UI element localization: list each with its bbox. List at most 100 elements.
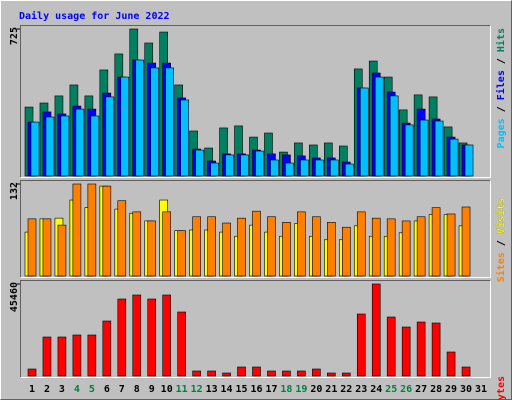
bar bbox=[267, 216, 276, 277]
bar bbox=[356, 313, 366, 377]
legend-separator: / bbox=[496, 234, 507, 252]
bar bbox=[150, 67, 160, 177]
x-tick-label: 18 bbox=[280, 384, 292, 395]
panel-bevel-light bbox=[20, 180, 491, 278]
bar bbox=[312, 368, 321, 377]
bar bbox=[371, 283, 381, 377]
bar bbox=[207, 370, 216, 377]
bar bbox=[120, 76, 130, 177]
x-tick-label: 20 bbox=[310, 384, 322, 395]
bar bbox=[327, 372, 336, 377]
bar bbox=[267, 370, 276, 377]
bar bbox=[60, 115, 70, 177]
bar bbox=[42, 218, 52, 277]
bar bbox=[75, 108, 85, 177]
x-tick-label: 31 bbox=[475, 384, 487, 395]
x-tick-label: 26 bbox=[400, 384, 412, 395]
x-tick-label: 25 bbox=[385, 384, 397, 395]
bar bbox=[359, 87, 369, 177]
bar bbox=[30, 121, 40, 177]
x-tick-label: 14 bbox=[221, 384, 233, 395]
bar bbox=[374, 76, 384, 177]
x-tick-label: 28 bbox=[430, 384, 442, 395]
bar bbox=[431, 322, 441, 377]
bar bbox=[327, 222, 336, 277]
y-tick-label: 132 bbox=[9, 182, 20, 200]
bar bbox=[252, 366, 261, 377]
bar bbox=[461, 366, 471, 377]
bar bbox=[117, 200, 127, 277]
x-tick-label: 11 bbox=[176, 384, 188, 395]
bar bbox=[315, 159, 324, 177]
x-tick-label: 12 bbox=[191, 384, 203, 395]
x-tick-label: 22 bbox=[340, 384, 352, 395]
x-tick-label: 24 bbox=[370, 384, 382, 395]
x-tick-label: 30 bbox=[460, 384, 472, 395]
bar bbox=[87, 183, 97, 277]
x-tick-label: 19 bbox=[295, 384, 307, 395]
x-tick-label: 1 bbox=[29, 384, 35, 395]
bar bbox=[282, 222, 291, 277]
bar bbox=[401, 220, 411, 277]
bar bbox=[371, 217, 381, 277]
bar bbox=[240, 154, 249, 177]
x-tick-label: 2 bbox=[44, 384, 50, 395]
x-tick-label: 5 bbox=[89, 384, 95, 395]
bar bbox=[102, 320, 112, 377]
bar bbox=[356, 211, 366, 277]
x-tick-label: 8 bbox=[134, 384, 140, 395]
bar bbox=[132, 294, 142, 377]
bar bbox=[147, 220, 157, 277]
bar bbox=[102, 185, 112, 277]
bar bbox=[416, 321, 426, 377]
bar bbox=[222, 222, 231, 277]
bar bbox=[344, 163, 354, 177]
x-tick-label: 10 bbox=[161, 384, 173, 395]
bar bbox=[464, 144, 474, 177]
bar bbox=[87, 334, 97, 377]
bar bbox=[237, 217, 246, 277]
bar bbox=[195, 149, 204, 177]
bar bbox=[449, 138, 459, 177]
bar bbox=[207, 216, 216, 277]
bar bbox=[461, 206, 471, 277]
bar bbox=[386, 218, 396, 277]
chart-title: Daily usage for June 2022 bbox=[19, 10, 170, 22]
bar bbox=[297, 211, 306, 277]
legend-entry: KBytes bbox=[496, 376, 507, 400]
bar bbox=[177, 230, 186, 277]
x-tick-label: 21 bbox=[325, 384, 337, 395]
bar bbox=[105, 96, 115, 177]
bar bbox=[165, 67, 174, 177]
legend: Sites / Visits bbox=[495, 198, 507, 282]
bar bbox=[330, 159, 339, 177]
bar bbox=[252, 210, 261, 277]
bar bbox=[285, 162, 294, 177]
bar bbox=[162, 211, 171, 277]
x-tick-label: 13 bbox=[206, 384, 218, 395]
bar bbox=[404, 124, 414, 177]
bar bbox=[135, 59, 145, 177]
x-tick-label: 27 bbox=[415, 384, 427, 395]
panel-bevel-light bbox=[20, 25, 491, 178]
bar bbox=[222, 372, 231, 377]
bar bbox=[416, 216, 426, 277]
bar bbox=[297, 370, 306, 377]
bar bbox=[225, 154, 234, 177]
legend-entry: Sites bbox=[495, 252, 507, 282]
legend: Pages / Files / Hits bbox=[495, 28, 507, 148]
y-tick-label: 45460 bbox=[9, 282, 20, 312]
legend-entry: Pages bbox=[496, 118, 507, 148]
bar bbox=[419, 119, 429, 177]
bar bbox=[27, 368, 37, 377]
bar bbox=[446, 213, 456, 277]
bar bbox=[132, 211, 142, 277]
bar bbox=[300, 159, 309, 177]
bar bbox=[312, 216, 321, 277]
x-tick-label: 23 bbox=[355, 384, 367, 395]
bar bbox=[431, 207, 441, 277]
bar bbox=[42, 336, 52, 377]
